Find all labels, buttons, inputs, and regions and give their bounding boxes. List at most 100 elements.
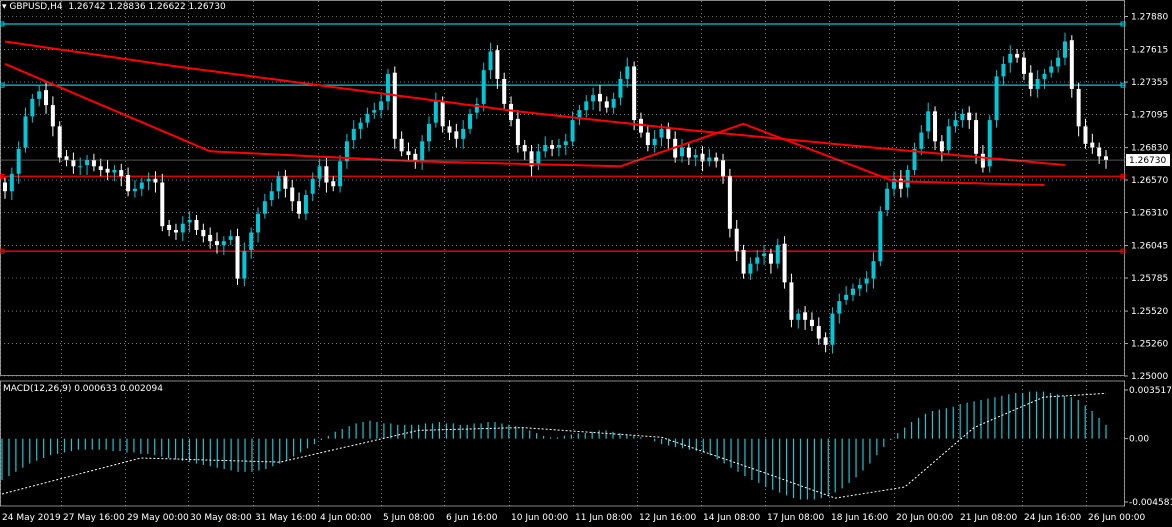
candle-body	[734, 228, 739, 252]
candle-body	[112, 170, 117, 173]
x-tick-label: 4 Jun 00:00	[320, 513, 372, 523]
candle-body	[953, 120, 958, 127]
candle-body	[926, 111, 931, 132]
level-line-handle	[0, 173, 5, 179]
candle-body	[1069, 40, 1074, 89]
candle-body	[256, 213, 261, 233]
candle-body	[652, 138, 657, 146]
candle-body	[249, 232, 254, 250]
y-tick-label: 1.26045	[1131, 242, 1168, 252]
candle-body	[707, 157, 712, 162]
x-tick-label: 20 Jun 00:00	[896, 513, 953, 523]
candle-body	[563, 141, 568, 146]
x-tick-label: 5 Jun 08:00	[383, 513, 435, 523]
candle-body	[119, 170, 124, 177]
x-tick-label: 21 Jun 08:00	[960, 513, 1017, 523]
candle-body	[782, 243, 787, 283]
candle-body	[187, 219, 192, 223]
candle-body	[50, 105, 55, 127]
macd-plot-frame	[0, 380, 1125, 507]
candle-body	[481, 70, 486, 104]
candle-body	[844, 294, 849, 300]
candle-body	[37, 91, 42, 99]
y-tick-label: 1.25520	[1131, 307, 1168, 317]
candle-body	[823, 337, 828, 345]
candle-body	[221, 241, 226, 245]
x-tick-label: 18 Jun 16:00	[831, 513, 888, 523]
macd-y-tick-label: -0.004581	[1129, 498, 1172, 508]
candle-body	[721, 160, 726, 177]
y-tick-label: 1.26570	[1131, 176, 1168, 186]
candle-body	[1008, 53, 1013, 63]
candle-body	[597, 93, 602, 102]
candle-body	[686, 147, 691, 158]
x-tick-label: 27 May 16:00	[63, 513, 125, 523]
candle-body	[1028, 72, 1033, 89]
candle-body	[1021, 57, 1026, 74]
candle-body	[474, 103, 479, 113]
candle-body	[372, 110, 377, 113]
candle-body	[276, 176, 281, 192]
candle-body	[939, 141, 944, 152]
x-tick-label: 17 Jun 08:00	[767, 513, 824, 523]
moving-average-fast	[4, 62, 1045, 186]
candle-body	[406, 151, 411, 156]
candle-body	[9, 173, 14, 192]
candle-body	[789, 282, 794, 320]
x-tick-label: 24 May 2019	[2, 513, 61, 523]
candle-body	[974, 120, 979, 154]
y-tick-label: 1.27615	[1131, 46, 1168, 56]
candle-body	[912, 148, 917, 171]
x-tick-label: 26 Jun 00:00	[1088, 513, 1145, 523]
candle-body	[358, 122, 363, 129]
macd-signal-line	[1, 392, 1107, 499]
candle-body	[180, 223, 185, 233]
candle-body	[536, 151, 541, 166]
candle-body	[570, 120, 575, 142]
candle-body	[228, 236, 233, 240]
candle-body	[310, 178, 315, 194]
candle-body	[440, 101, 445, 127]
candle-body	[659, 128, 664, 138]
macd-header: MACD(12,26,9) 0.000633 0.002094	[3, 384, 163, 394]
candle-body	[741, 249, 746, 274]
candle-body	[495, 50, 500, 79]
candle-body	[898, 178, 903, 189]
candle-body	[529, 151, 534, 167]
candle-body	[967, 112, 972, 121]
candle-body	[775, 244, 780, 264]
y-tick-label: 1.26830	[1131, 144, 1168, 154]
x-tick-label: 30 May 08:00	[190, 513, 252, 523]
candle-body	[303, 195, 308, 214]
level-line-handle	[1120, 82, 1126, 88]
candle-body	[666, 128, 671, 139]
candle-body	[132, 188, 137, 192]
y-tick-label: 1.25260	[1131, 340, 1168, 350]
candle-body	[919, 132, 924, 149]
candle-body	[454, 131, 459, 139]
candle-body	[98, 166, 103, 171]
candle-body	[762, 253, 767, 257]
candle-body	[960, 113, 965, 121]
current-price-box	[1126, 154, 1170, 167]
candle-body	[604, 101, 609, 108]
candle-body	[153, 178, 158, 183]
candle-body	[269, 191, 274, 200]
candle-body	[980, 153, 985, 168]
candle-body	[1097, 147, 1102, 157]
x-tick-label: 29 May 00:00	[127, 513, 189, 523]
candle-body	[290, 187, 295, 202]
candle-body	[283, 176, 288, 189]
candle-body	[160, 182, 165, 227]
candle-body	[461, 128, 466, 139]
y-tick-label: 1.27880	[1131, 12, 1168, 22]
candle-body	[1049, 66, 1054, 73]
candle-body	[57, 126, 62, 158]
candle-body	[837, 301, 842, 314]
dropdown-marker-icon[interactable]: ▾	[2, 2, 7, 12]
x-tick-label: 11 Jun 08:00	[575, 513, 632, 523]
candle-body	[194, 219, 199, 230]
level-line-handle	[1120, 173, 1126, 179]
candle-body	[3, 182, 7, 192]
